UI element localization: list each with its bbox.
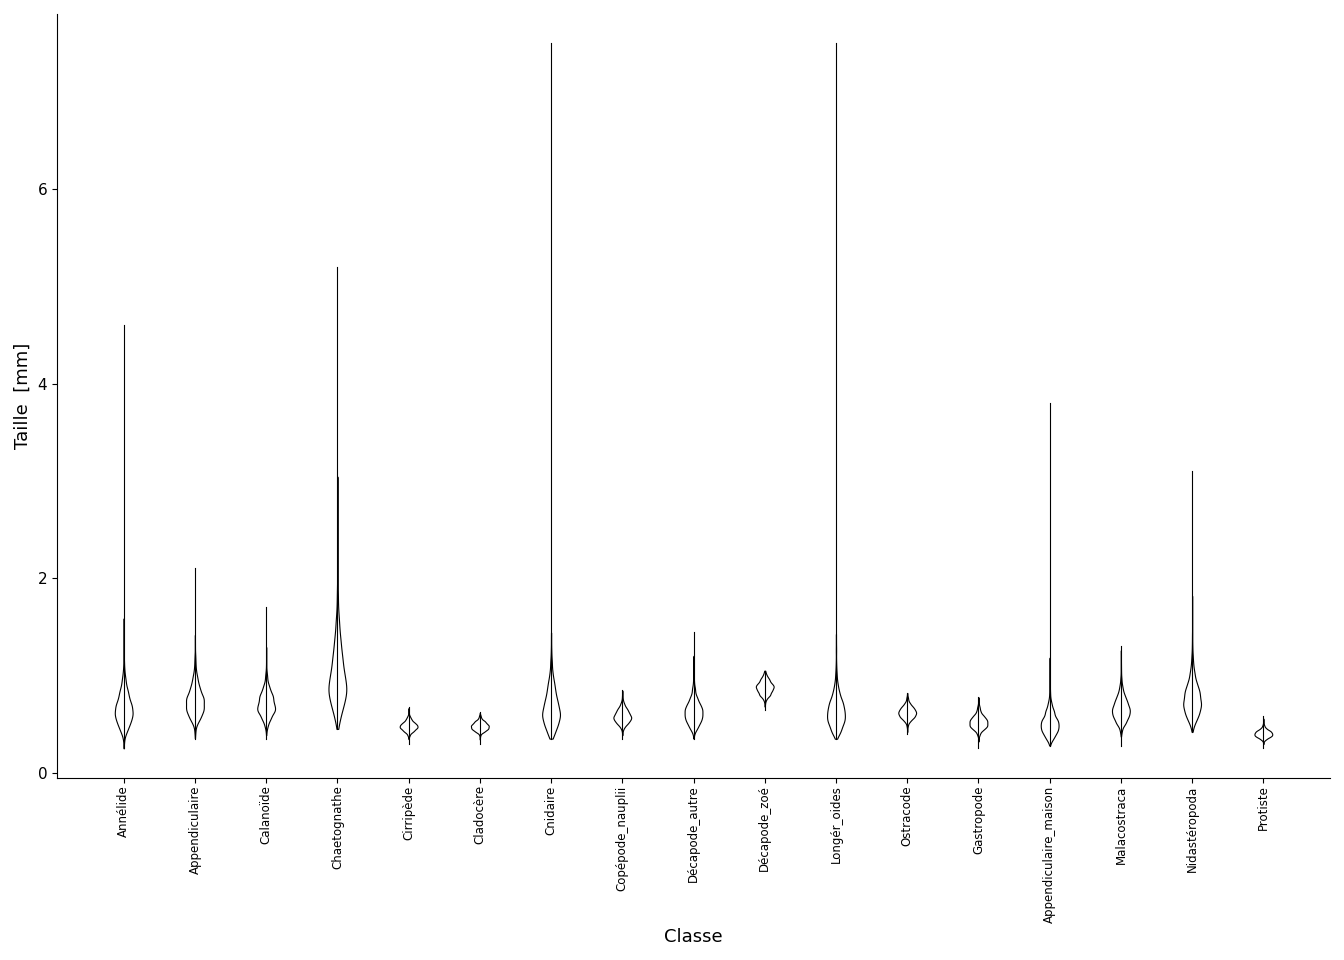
Y-axis label: Taille  [mm]: Taille [mm] — [13, 343, 32, 449]
X-axis label: Classe: Classe — [664, 928, 723, 947]
